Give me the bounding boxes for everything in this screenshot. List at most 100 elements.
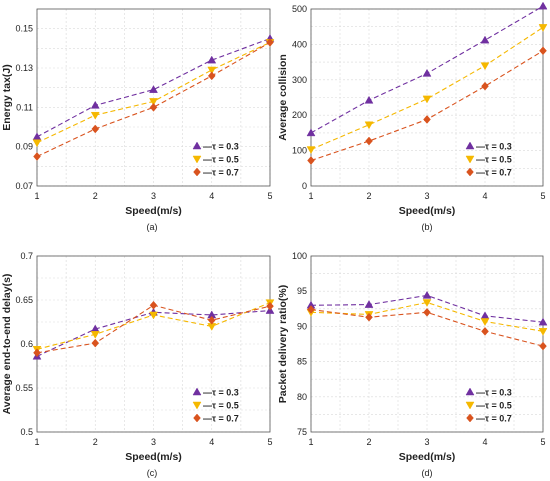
series-2 bbox=[307, 46, 547, 165]
data-point bbox=[307, 156, 315, 165]
legend: —τ = 0.3 —τ = 0.5 —τ = 0.7 bbox=[465, 141, 512, 178]
data-point bbox=[538, 328, 548, 336]
legend-marker bbox=[465, 401, 475, 410]
y-tick-label: 80 bbox=[297, 392, 307, 402]
y-tick-label: 100 bbox=[292, 146, 307, 156]
series-2 bbox=[33, 300, 274, 358]
x-tick-label: 1 bbox=[308, 437, 313, 447]
data-point bbox=[90, 100, 100, 109]
legend: —τ = 0.3 —τ = 0.5 —τ = 0.7 bbox=[465, 387, 512, 424]
x-tick-label: 2 bbox=[93, 191, 98, 201]
data-point bbox=[266, 38, 274, 47]
x-tick-label: 2 bbox=[366, 437, 371, 447]
x-tick-label: 1 bbox=[34, 191, 39, 201]
series-2 bbox=[307, 305, 547, 351]
y-tick-label: 0.65 bbox=[15, 295, 33, 305]
data-point bbox=[423, 307, 431, 317]
data-point bbox=[33, 152, 41, 161]
data-point bbox=[480, 311, 490, 320]
legend-marker bbox=[193, 167, 201, 177]
legend-marker bbox=[192, 155, 202, 164]
panel-caption: (a) bbox=[147, 222, 158, 232]
panel-caption: (b) bbox=[422, 222, 433, 232]
data-point bbox=[422, 95, 432, 104]
data-point bbox=[32, 139, 42, 148]
y-tick-label: 0.09 bbox=[15, 142, 33, 152]
y-tick-label: 500 bbox=[292, 4, 307, 14]
data-point bbox=[91, 338, 100, 348]
data-point bbox=[538, 317, 548, 326]
plot-frame bbox=[36, 255, 271, 433]
data-point bbox=[365, 312, 373, 322]
data-point bbox=[32, 132, 42, 141]
chart-panel-d: 1 2 3 4 5 75 80 85 90 95 100 Speed(m/s) Packet deliv… bbox=[277, 251, 548, 478]
legend: —τ = 0.3 —τ = 0.5 —τ = 0.7 bbox=[192, 387, 239, 424]
legend: —τ = 0.3 —τ = 0.5 —τ = 0.7 bbox=[192, 141, 239, 178]
data-point bbox=[90, 331, 100, 339]
legend-entry: —τ = 0.5 bbox=[203, 401, 239, 411]
y-tick-label: 0.7 bbox=[20, 251, 33, 261]
y-tick-label: 0.55 bbox=[15, 383, 33, 393]
data-point bbox=[149, 98, 158, 106]
series-line bbox=[36, 37, 271, 138]
legend-entry: —τ = 0.7 bbox=[203, 168, 239, 178]
panel-caption: (d) bbox=[422, 468, 433, 478]
data-point bbox=[364, 300, 374, 308]
y-axis-label: Packet delivery ratio(%) bbox=[277, 285, 289, 403]
x-tick-label: 1 bbox=[34, 437, 39, 447]
series-line bbox=[36, 41, 271, 157]
y-tick-label: 0.11 bbox=[16, 102, 33, 112]
data-point bbox=[306, 128, 316, 137]
legend-entry: —τ = 0.7 bbox=[476, 414, 512, 424]
legend-marker bbox=[465, 141, 475, 150]
y-tick-label: 200 bbox=[292, 110, 307, 120]
data-point bbox=[149, 102, 158, 112]
data-point bbox=[481, 81, 489, 91]
data-point bbox=[538, 24, 548, 32]
legend-entry: —τ = 0.5 bbox=[476, 155, 512, 165]
legend-marker bbox=[192, 387, 202, 396]
y-tick-label: 85 bbox=[297, 357, 307, 367]
x-axis-label: Speed(m/s) bbox=[125, 205, 182, 217]
x-tick-label: 2 bbox=[93, 437, 98, 447]
data-point bbox=[422, 68, 432, 77]
y-tick-label: 400 bbox=[292, 39, 307, 49]
legend-entry: —τ = 0.7 bbox=[476, 168, 512, 178]
x-tick-label: 4 bbox=[209, 437, 214, 447]
data-point bbox=[538, 1, 548, 10]
series-2 bbox=[33, 38, 274, 161]
legend-marker bbox=[466, 167, 474, 177]
x-tick-label: 3 bbox=[424, 191, 429, 201]
legend-marker bbox=[193, 413, 201, 423]
x-tick-label: 4 bbox=[209, 191, 214, 201]
y-tick-label: 0.07 bbox=[15, 181, 33, 191]
legend-marker bbox=[465, 155, 475, 164]
x-axis-label: Speed(m/s) bbox=[399, 205, 456, 217]
grid-lines bbox=[310, 255, 544, 433]
legend-marker bbox=[192, 401, 202, 410]
x-tick-label: 4 bbox=[482, 437, 487, 447]
x-tick-label: 4 bbox=[482, 191, 487, 201]
x-tick-label: 5 bbox=[267, 191, 272, 201]
y-tick-label: 0.6 bbox=[20, 339, 33, 349]
y-tick-label: 0.5 bbox=[20, 427, 33, 437]
legend-entry: —τ = 0.3 bbox=[203, 388, 239, 398]
y-axis-label: Average end-to-end delay(s) bbox=[1, 274, 13, 415]
data-point bbox=[481, 326, 489, 336]
legend-entry: —τ = 0.5 bbox=[476, 401, 512, 411]
data-point bbox=[90, 111, 100, 120]
data-point bbox=[149, 300, 158, 310]
x-tick-label: 1 bbox=[308, 191, 313, 201]
series-1 bbox=[306, 24, 548, 155]
legend-entry: —τ = 0.3 bbox=[203, 142, 239, 152]
y-axis-label: Average collision bbox=[277, 54, 289, 141]
data-point bbox=[207, 315, 216, 325]
data-point bbox=[422, 299, 432, 307]
legend-entry: —τ = 0.3 bbox=[476, 142, 512, 152]
legend-entry: —τ = 0.5 bbox=[203, 155, 239, 165]
x-tick-label: 5 bbox=[540, 437, 545, 447]
data-point bbox=[33, 348, 41, 358]
x-axis-label: Speed(m/s) bbox=[399, 451, 456, 463]
legend-entry: —τ = 0.7 bbox=[203, 414, 239, 424]
y-tick-label: 75 bbox=[297, 427, 307, 437]
